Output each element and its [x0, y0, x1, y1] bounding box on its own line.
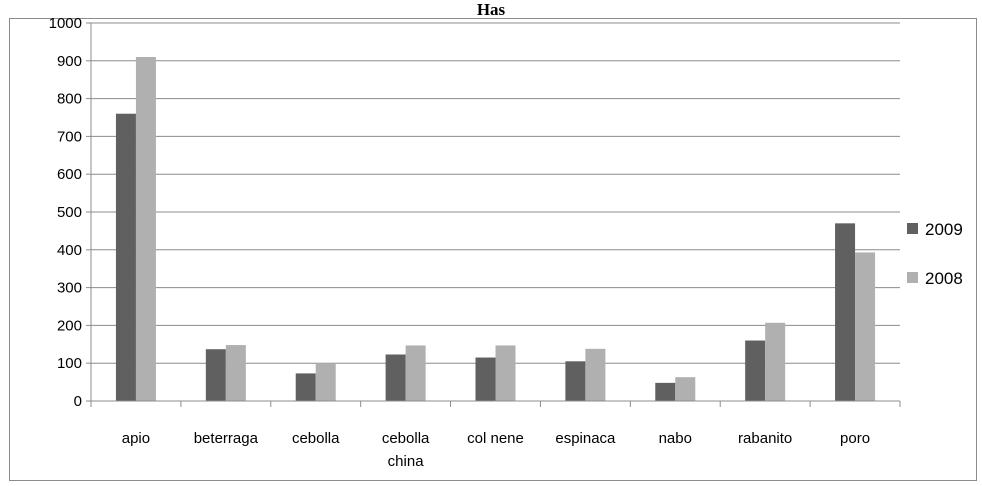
bar — [115, 113, 136, 401]
legend-swatch — [907, 272, 918, 283]
bar — [205, 349, 226, 401]
bar — [855, 252, 876, 401]
y-tick-label: 400 — [57, 242, 82, 259]
y-tick-label: 500 — [57, 204, 82, 221]
bar — [765, 322, 786, 401]
x-tick-label: nabo — [659, 430, 692, 447]
bar — [585, 348, 606, 401]
x-tick-label: cebolla — [382, 430, 430, 447]
x-tick-label: poro — [840, 430, 870, 447]
x-tick-label: col nene — [467, 430, 524, 447]
y-tick-label: 0 — [74, 393, 82, 410]
x-tick-label: china — [388, 453, 425, 470]
y-tick-label: 900 — [57, 53, 82, 70]
bar — [565, 361, 586, 401]
x-tick-label: rabanito — [738, 430, 792, 447]
bar — [475, 357, 496, 401]
y-tick-labels: 0 100 200 300 400 500 600 700 800 900 1000 — [49, 15, 82, 410]
bar — [315, 363, 336, 401]
y-tick-label: 300 — [57, 280, 82, 297]
axes — [86, 22, 901, 407]
legend: 2009 2008 — [907, 220, 963, 288]
bar — [135, 57, 156, 402]
y-tick-label: 200 — [57, 317, 82, 334]
legend-label: 2009 — [925, 220, 963, 239]
y-tick-label: 600 — [57, 166, 82, 183]
y-tick-label: 800 — [57, 91, 82, 108]
x-tick-labels: apio beterraga cebolla cebolla china col nene… — [122, 430, 870, 470]
bar — [835, 223, 856, 401]
y-tick-label: 700 — [57, 128, 82, 145]
legend-label: 2008 — [925, 269, 963, 288]
gridlines — [91, 22, 900, 364]
x-tick-label: espinaca — [555, 430, 616, 447]
x-tick-label: cebolla — [292, 430, 340, 447]
bar — [655, 382, 676, 401]
x-tick-label: beterraga — [194, 430, 259, 447]
y-tick-label: 1000 — [49, 15, 82, 32]
bar — [675, 377, 696, 401]
legend-swatch — [907, 223, 918, 234]
x-tick-label: apio — [122, 430, 150, 447]
bars — [115, 57, 876, 402]
bar — [225, 345, 246, 401]
bar — [405, 345, 426, 401]
bar — [385, 354, 406, 401]
bar — [745, 340, 766, 401]
bar — [295, 373, 316, 401]
y-tick-label: 100 — [57, 355, 82, 372]
bar — [495, 345, 516, 401]
chart-title: Has — [476, 0, 506, 19]
